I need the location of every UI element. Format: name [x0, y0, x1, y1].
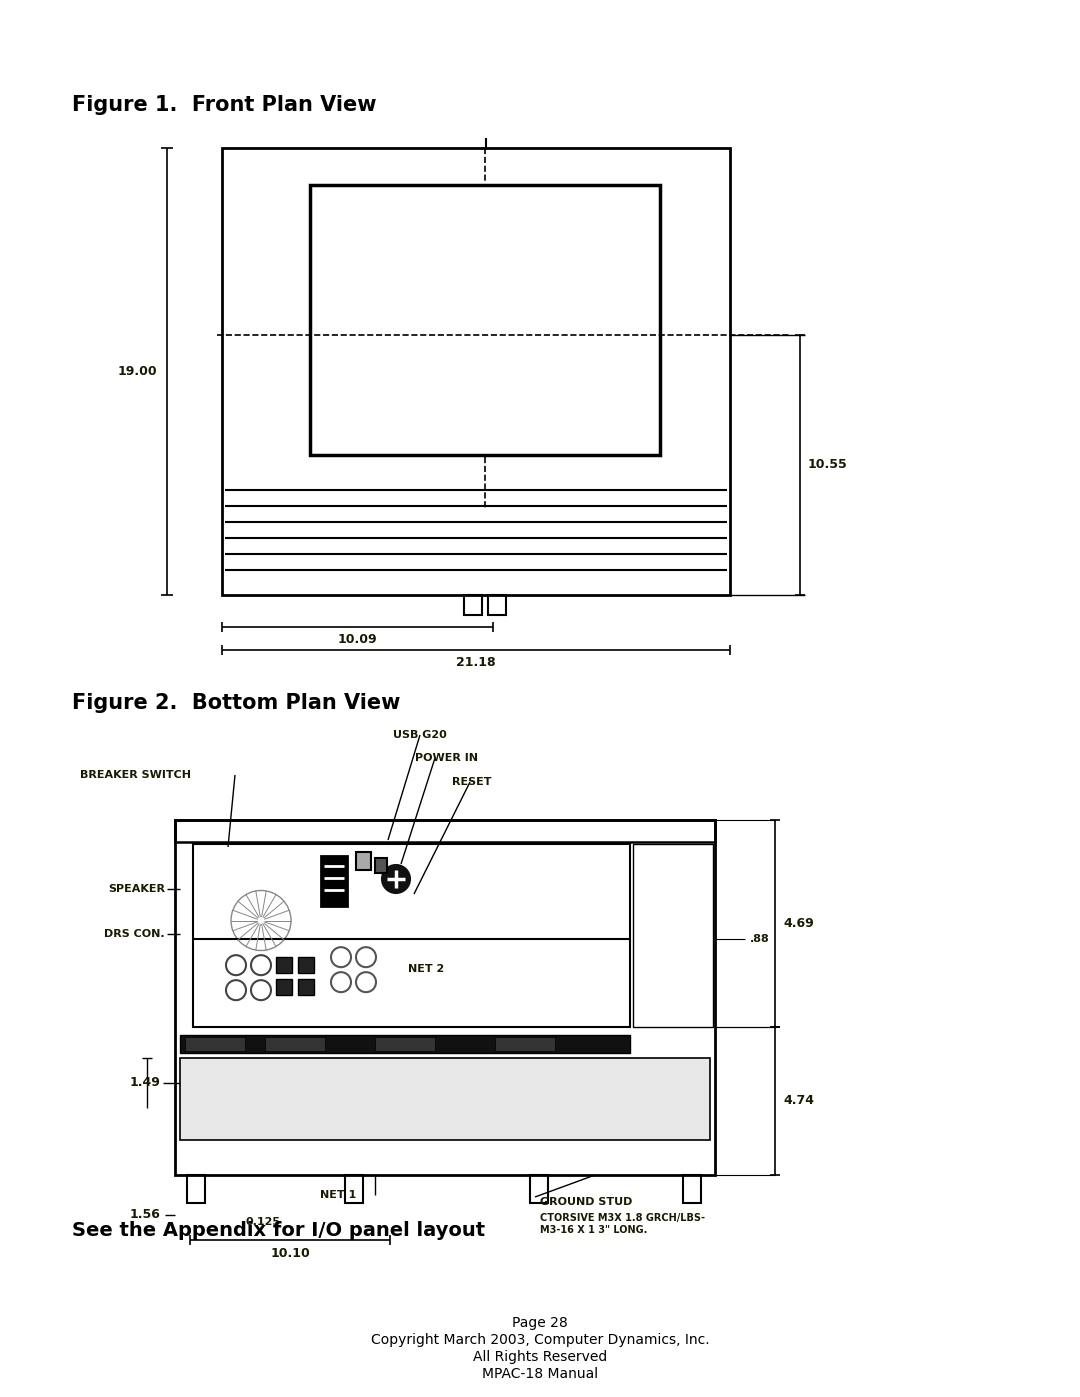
Bar [321, 856, 347, 907]
Bar [185, 1037, 245, 1051]
Text: Figure 2.  Bottom Plan View: Figure 2. Bottom Plan View [72, 693, 401, 712]
Bar [265, 1037, 325, 1051]
Text: SPEAKER: SPEAKER [108, 884, 165, 894]
Text: .88: .88 [750, 935, 770, 944]
Text: Page 28: Page 28 [512, 1316, 568, 1330]
Text: 21.18: 21.18 [456, 657, 496, 669]
Bar [495, 1037, 555, 1051]
Text: Figure 1.  Front Plan View: Figure 1. Front Plan View [72, 95, 377, 115]
Circle shape [382, 865, 410, 893]
Text: M3-16 X 1 3" LONG.: M3-16 X 1 3" LONG. [540, 1225, 647, 1235]
Bar [180, 1035, 630, 1053]
Bar [310, 184, 660, 455]
Text: GROUND STUD: GROUND STUD [540, 1197, 633, 1207]
Text: MPAC-18 Manual: MPAC-18 Manual [482, 1368, 598, 1382]
Text: 10.10: 10.10 [270, 1248, 310, 1260]
Text: NET 2: NET 2 [408, 964, 444, 974]
Bar [298, 957, 314, 974]
Bar [298, 979, 314, 995]
Text: 4.74: 4.74 [783, 1094, 814, 1108]
Text: 19.00: 19.00 [118, 365, 157, 379]
Bar [488, 595, 507, 615]
Text: BREAKER SWITCH: BREAKER SWITCH [80, 770, 191, 780]
Bar [375, 858, 387, 873]
Text: 10.09: 10.09 [338, 633, 377, 645]
Text: NET 1: NET 1 [320, 1190, 356, 1200]
Text: 4.69: 4.69 [783, 916, 813, 930]
Bar [180, 1058, 710, 1140]
Text: USB G20: USB G20 [393, 731, 447, 740]
Bar [222, 148, 730, 595]
Text: 0.125: 0.125 [245, 1217, 281, 1227]
Bar [683, 1175, 701, 1203]
Text: See the Appendix for I/O panel layout: See the Appendix for I/O panel layout [72, 1221, 485, 1241]
Bar [276, 957, 292, 974]
Bar [375, 1037, 435, 1051]
Bar [356, 852, 372, 870]
Text: DRS CON.: DRS CON. [105, 929, 165, 939]
Text: Copyright March 2003, Computer Dynamics, Inc.: Copyright March 2003, Computer Dynamics,… [370, 1333, 710, 1347]
Text: All Rights Reserved: All Rights Reserved [473, 1350, 607, 1363]
Bar [633, 844, 713, 1027]
Bar [345, 1175, 363, 1203]
Text: 10.55: 10.55 [808, 458, 848, 472]
Text: 1.56: 1.56 [130, 1208, 160, 1221]
Bar [276, 979, 292, 995]
Bar [530, 1175, 548, 1203]
Bar [193, 844, 630, 1027]
Text: RESET: RESET [453, 777, 491, 787]
Bar [175, 820, 715, 1175]
Bar [187, 1175, 205, 1203]
Text: 1.49: 1.49 [130, 1077, 160, 1090]
Bar [175, 820, 715, 842]
Bar [464, 595, 482, 615]
Text: POWER IN: POWER IN [415, 753, 478, 763]
Text: CTORSIVE M3X 1.8 GRCH/LBS-: CTORSIVE M3X 1.8 GRCH/LBS- [540, 1213, 705, 1222]
